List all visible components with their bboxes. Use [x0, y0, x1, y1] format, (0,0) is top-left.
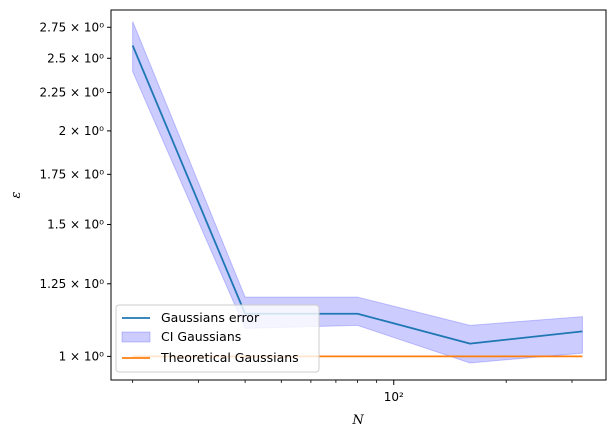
legend-box	[115, 304, 320, 373]
ci-band-1	[132, 21, 583, 364]
y-tick-label: 2 × 10⁰	[59, 124, 105, 138]
y-tick-label: 1.25 × 10⁰	[40, 277, 105, 291]
legend-label-theoretical-gaussians: Theoretical Gaussians	[160, 350, 299, 365]
y-tick-label: 1 × 10⁰	[59, 349, 105, 363]
legend-swatch-ci-gaussians	[121, 331, 151, 343]
y-tick-label: 2.25 × 10⁰	[40, 86, 105, 100]
y-tick-label: 1.5 × 10⁰	[47, 217, 104, 231]
legend-label-gaussians-error: Gaussians error	[161, 310, 260, 325]
y-tick-label: 2.75 × 10⁰	[40, 20, 105, 34]
y-tick-label: 1.75 × 10⁰	[40, 167, 105, 181]
series-line-0	[131, 45, 583, 345]
axes-frame	[110, 9, 607, 381]
x-axis-label: N	[351, 413, 364, 428]
y-tick-label: 2.5 × 10⁰	[47, 51, 104, 65]
y-axis-label: ε	[9, 191, 24, 198]
legend: Gaussians error CI Gaussians Theoretical…	[115, 304, 320, 373]
ticks: 1 × 10⁰ 1.25 × 10⁰ 1.5 × 10⁰ 1.75 × 10⁰ 2 × …	[40, 20, 573, 404]
legend-label-ci-gaussians: CI Gaussians	[161, 329, 241, 344]
x-tick-label: 10²	[384, 390, 404, 404]
